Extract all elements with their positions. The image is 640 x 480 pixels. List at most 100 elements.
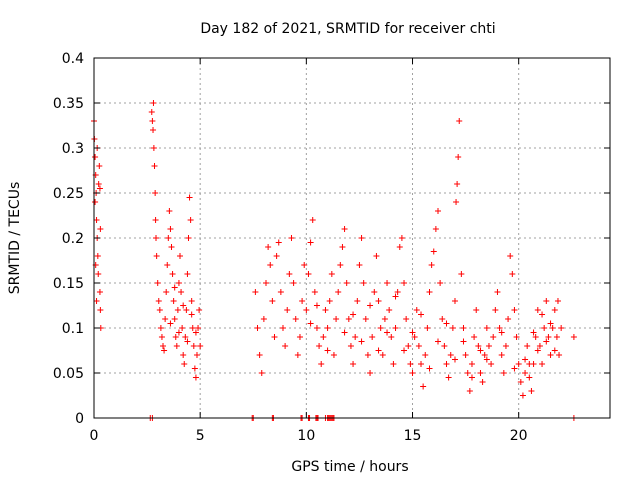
data-point <box>189 325 196 331</box>
data-point <box>511 365 518 372</box>
data-point <box>97 307 104 313</box>
data-point <box>92 154 99 160</box>
data-point <box>269 298 276 304</box>
data-point <box>543 298 550 304</box>
data-point <box>524 343 531 349</box>
data-point <box>345 316 352 322</box>
data-point <box>318 361 325 367</box>
data-point <box>443 361 450 367</box>
data-point <box>432 226 439 232</box>
data-point <box>333 316 340 322</box>
data-point <box>488 361 495 367</box>
data-point <box>500 370 507 376</box>
data-point <box>307 239 314 246</box>
data-point <box>93 217 100 223</box>
data-point <box>165 235 172 241</box>
data-point <box>401 280 408 286</box>
data-point <box>455 154 462 160</box>
data-point <box>483 356 490 363</box>
data-point <box>197 343 204 349</box>
data-point <box>528 388 535 394</box>
y-tick-label: 0.05 <box>53 366 84 382</box>
data-point <box>449 325 456 331</box>
data-point <box>179 325 186 331</box>
data-point <box>296 334 303 340</box>
data-point <box>267 262 274 268</box>
data-point <box>426 289 433 295</box>
data-point <box>570 334 577 340</box>
data-point <box>451 298 458 304</box>
data-point <box>153 253 160 259</box>
data-point <box>178 289 185 295</box>
data-point <box>375 347 382 354</box>
data-point <box>405 343 412 349</box>
x-axis-label: GPS time / hours <box>291 459 408 475</box>
data-point <box>445 374 452 381</box>
data-point <box>169 271 176 277</box>
x-tick-label: 15 <box>404 428 422 444</box>
data-point <box>409 370 416 376</box>
data-point <box>426 365 433 372</box>
x-tick-label: 0 <box>90 428 99 444</box>
data-point <box>543 338 550 345</box>
data-point <box>252 289 259 295</box>
data-point <box>180 352 187 358</box>
data-point <box>381 316 388 322</box>
data-point <box>174 307 181 313</box>
data-point <box>352 334 359 340</box>
data-point <box>175 329 182 336</box>
data-point <box>418 361 425 367</box>
data-point <box>367 370 374 376</box>
data-points <box>91 100 577 421</box>
data-point <box>556 352 563 358</box>
data-point <box>492 307 499 313</box>
data-point <box>384 280 391 286</box>
data-point <box>539 361 546 367</box>
data-point <box>343 280 350 286</box>
data-point <box>468 361 475 367</box>
data-point <box>335 289 342 295</box>
data-point <box>534 347 541 354</box>
data-point <box>502 343 509 349</box>
data-point <box>299 298 306 304</box>
data-point <box>471 334 478 340</box>
data-point <box>180 302 187 309</box>
data-point <box>292 316 299 322</box>
data-point <box>195 325 202 331</box>
data-point <box>466 388 473 394</box>
data-point <box>490 334 497 340</box>
data-point <box>526 374 533 381</box>
data-point <box>541 325 548 331</box>
data-point <box>163 289 170 295</box>
data-point <box>545 334 552 340</box>
data-point <box>96 163 103 169</box>
data-point <box>460 325 467 331</box>
data-point <box>149 118 156 124</box>
data-point <box>551 347 558 354</box>
data-point <box>530 361 537 367</box>
data-point <box>166 208 173 214</box>
data-point <box>324 325 331 331</box>
data-point <box>153 235 160 241</box>
data-point <box>350 361 357 367</box>
data-point <box>92 199 99 205</box>
data-point <box>513 334 520 340</box>
data-point <box>453 199 460 205</box>
data-point <box>435 338 441 345</box>
data-point <box>192 374 199 381</box>
data-point <box>430 248 437 255</box>
data-point <box>553 334 560 340</box>
y-axis-label: SRMTID / TECUs <box>7 182 23 295</box>
data-point <box>177 253 183 259</box>
data-point <box>322 307 329 313</box>
data-point <box>435 208 441 214</box>
data-point <box>181 361 188 367</box>
data-point <box>454 181 461 187</box>
data-point <box>388 334 395 340</box>
y-tick-label: 0.15 <box>53 276 84 292</box>
data-point <box>536 343 543 349</box>
data-point <box>97 226 104 232</box>
data-point <box>530 329 537 336</box>
data-point <box>161 347 168 354</box>
data-point <box>294 352 301 358</box>
